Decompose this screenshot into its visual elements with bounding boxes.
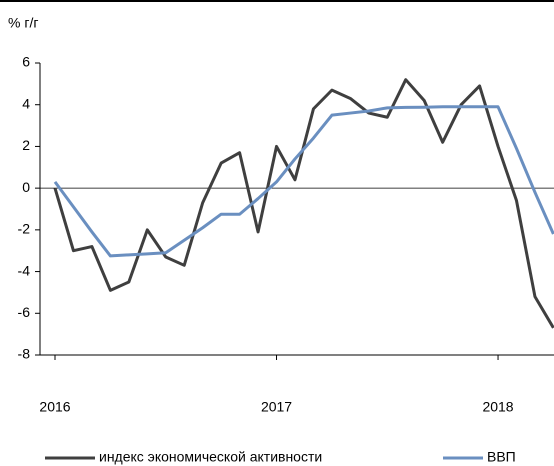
y-tick-label: 4 (22, 95, 30, 111)
y-axis-label: % г/г (8, 15, 38, 31)
x-tick-label: 2017 (261, 399, 292, 415)
series-line (53, 105, 554, 258)
legend-label: индекс экономической активности (99, 449, 322, 465)
y-tick-label: 0 (22, 179, 30, 195)
y-tick-label: -2 (18, 221, 31, 237)
legend-label: ВВП (487, 449, 516, 465)
y-tick-label: -8 (18, 346, 31, 362)
y-tick-label: -6 (18, 304, 31, 320)
y-tick-label: -4 (18, 262, 31, 278)
y-tick-label: 6 (22, 54, 30, 70)
y-tick-label: 2 (22, 137, 30, 153)
series-line (53, 78, 554, 329)
x-tick-label: 2018 (482, 399, 513, 415)
x-tick-label: 2016 (39, 399, 70, 415)
